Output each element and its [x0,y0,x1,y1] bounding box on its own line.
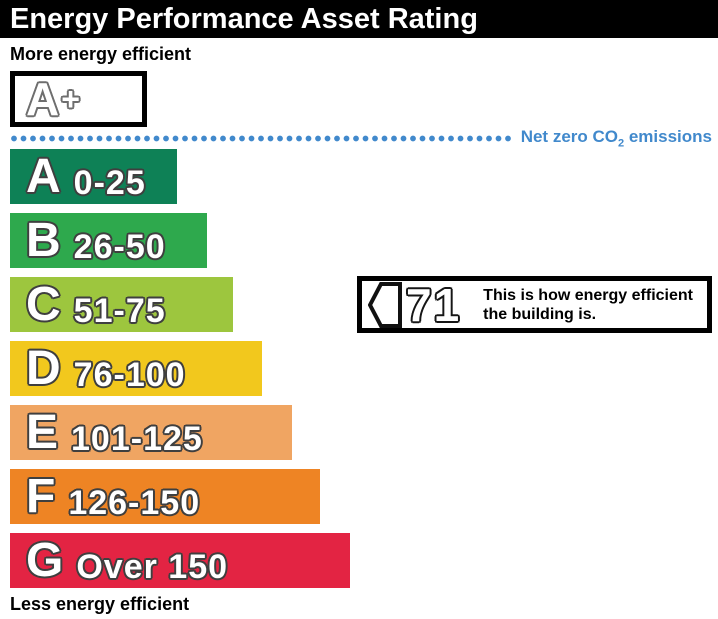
rating-description-line1: This is how energy efficient [483,286,693,304]
band-range: 51-75 [73,292,166,330]
band-g: G Over 150 [10,533,350,588]
net-zero-dotted-line [10,134,511,142]
band-range: 0-25 [73,164,146,202]
a-plus-sign: + [61,81,80,117]
net-zero-row: Net zero CO2 emissions [10,127,712,149]
band-range: Over 150 [76,548,229,586]
more-efficient-label: More energy efficient [10,44,192,64]
band-b: B 26-50 [10,213,207,268]
net-zero-label: Net zero CO2 emissions [521,127,712,149]
page-title: Energy Performance Asset Rating [10,3,478,35]
band-letter: F [26,470,56,523]
band-range: 76-100 [73,356,186,394]
band-letter: E [26,406,59,459]
rating-description: This is how energy efficient the buildin… [483,286,693,324]
a-plus-band: A + [10,71,147,127]
net-zero-text-pre: Net zero CO [520,126,618,146]
band-letter: G [26,534,64,587]
band-range: 26-50 [73,228,166,266]
band-range: 101-125 [71,420,203,458]
rating-description-line2: the building is. [483,305,597,323]
band-f: F 126-150 [10,469,320,524]
band-c: C 51-75 [10,277,233,332]
co2-subscript: 2 [618,137,625,150]
header: Energy Performance Asset Rating [0,0,718,38]
rating-bands: A 0-25 B 26-50 C 51-75 D 76-100 E 101-125 F 126-150… [10,149,350,597]
band-letter: D [26,342,61,395]
band-letter: A [26,150,61,203]
less-efficient-label: Less energy efficient [10,594,190,614]
net-zero-text-post: emissions [624,126,712,146]
band-d: D 76-100 [10,341,262,396]
left-arrow-icon [368,281,402,328]
band-e: E 101-125 [10,405,292,460]
band-letter: C [26,278,61,331]
rating-value: 71 [406,278,462,331]
rating-indicator: 71 This is how energy efficient the buil… [357,276,712,333]
band-letter: B [26,214,61,267]
a-plus-letter: A [26,73,60,125]
band-a: A 0-25 [10,149,177,204]
band-range: 126-150 [68,484,201,522]
